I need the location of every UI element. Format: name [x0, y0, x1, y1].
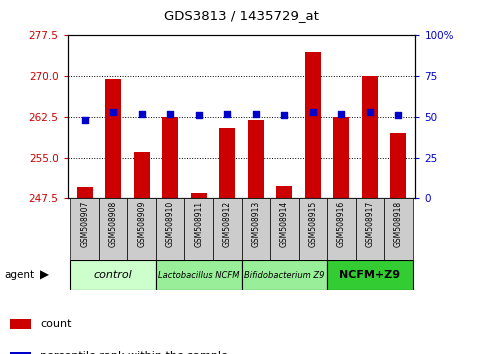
Bar — [327, 198, 355, 260]
Text: GSM508914: GSM508914 — [280, 201, 289, 247]
Text: NCFM+Z9: NCFM+Z9 — [339, 270, 400, 280]
Bar — [185, 198, 213, 260]
Bar — [305, 52, 321, 198]
Point — [138, 111, 145, 116]
Point — [223, 111, 231, 116]
Bar — [71, 198, 99, 260]
Bar — [10, 319, 31, 329]
Text: GSM508912: GSM508912 — [223, 201, 232, 247]
Text: GSM508909: GSM508909 — [137, 201, 146, 247]
Bar — [298, 198, 327, 260]
Point — [81, 117, 88, 123]
Text: GSM508916: GSM508916 — [337, 201, 346, 247]
Text: Lactobacillus NCFM: Lactobacillus NCFM — [158, 271, 240, 280]
Text: GSM508915: GSM508915 — [308, 201, 317, 247]
Text: GSM508918: GSM508918 — [394, 201, 403, 247]
Bar — [213, 198, 242, 260]
Text: GSM508917: GSM508917 — [365, 201, 374, 247]
Bar — [99, 198, 128, 260]
Bar — [355, 198, 384, 260]
Point — [166, 111, 174, 116]
Text: Bifidobacterium Z9: Bifidobacterium Z9 — [244, 271, 325, 280]
Bar — [333, 117, 349, 198]
Bar — [362, 76, 378, 198]
Bar — [156, 260, 242, 290]
Bar — [105, 79, 121, 198]
Bar — [384, 198, 412, 260]
Point — [281, 112, 288, 118]
Bar — [162, 117, 178, 198]
Bar — [248, 120, 264, 198]
Text: GSM508907: GSM508907 — [80, 201, 89, 247]
Bar — [191, 193, 207, 198]
Bar — [156, 198, 185, 260]
Point — [395, 112, 402, 118]
Text: GSM508911: GSM508911 — [194, 201, 203, 247]
Bar — [134, 152, 150, 198]
Text: control: control — [94, 270, 133, 280]
Bar — [71, 260, 156, 290]
Bar — [242, 260, 327, 290]
Text: agent: agent — [5, 270, 35, 280]
Bar — [327, 260, 412, 290]
Bar — [390, 133, 406, 198]
Text: GDS3813 / 1435729_at: GDS3813 / 1435729_at — [164, 9, 319, 22]
Point — [309, 109, 317, 115]
Text: GSM508913: GSM508913 — [251, 201, 260, 247]
Point — [195, 112, 202, 118]
Point — [109, 109, 117, 115]
Text: ▶: ▶ — [40, 269, 49, 282]
Text: percentile rank within the sample: percentile rank within the sample — [41, 351, 228, 354]
Text: count: count — [41, 319, 72, 329]
Bar — [128, 198, 156, 260]
Point — [252, 111, 260, 116]
Bar — [219, 128, 235, 198]
Bar — [10, 352, 31, 354]
Point — [366, 109, 374, 115]
Bar — [276, 186, 292, 198]
Text: GSM508910: GSM508910 — [166, 201, 175, 247]
Bar — [270, 198, 298, 260]
Point — [338, 111, 345, 116]
Text: GSM508908: GSM508908 — [109, 201, 118, 247]
Bar — [242, 198, 270, 260]
Bar — [77, 187, 93, 198]
